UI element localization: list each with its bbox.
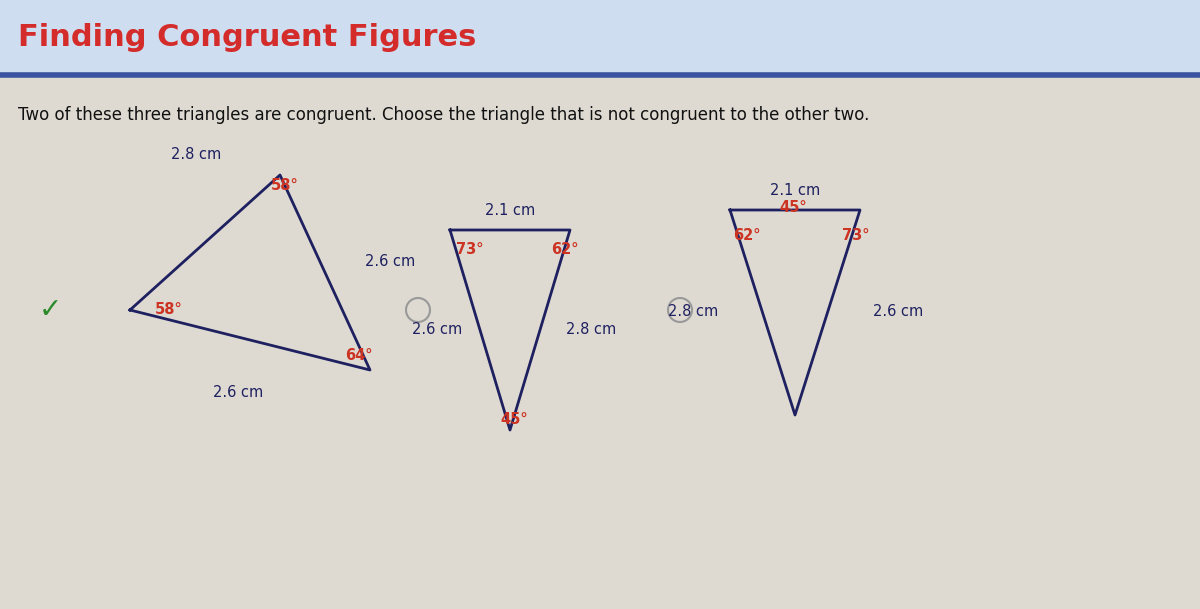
Text: 2.6 cm: 2.6 cm (412, 323, 462, 337)
Text: 2.8 cm: 2.8 cm (566, 323, 617, 337)
Text: 2.6 cm: 2.6 cm (874, 304, 923, 320)
Text: 62°: 62° (733, 228, 761, 243)
Text: 2.6 cm: 2.6 cm (212, 385, 263, 400)
Text: 58°: 58° (155, 302, 182, 317)
Text: 2.8 cm: 2.8 cm (170, 147, 221, 162)
Text: 45°: 45° (779, 200, 806, 215)
Text: Two of these three triangles are congruent. Choose the triangle that is not cong: Two of these three triangles are congrue… (18, 106, 869, 124)
Text: 2.1 cm: 2.1 cm (770, 183, 820, 198)
Text: 62°: 62° (551, 242, 578, 257)
Text: 58°: 58° (271, 178, 299, 193)
Text: 64°: 64° (346, 348, 372, 363)
Text: 2.6 cm: 2.6 cm (365, 255, 415, 270)
Text: 2.1 cm: 2.1 cm (485, 203, 535, 218)
Text: 73°: 73° (456, 242, 484, 257)
Text: Finding Congruent Figures: Finding Congruent Figures (18, 24, 476, 52)
FancyBboxPatch shape (0, 0, 1200, 75)
Text: ✓: ✓ (38, 296, 61, 324)
Text: 73°: 73° (842, 228, 870, 243)
Text: 2.8 cm: 2.8 cm (667, 304, 718, 320)
Text: 45°: 45° (500, 412, 528, 427)
